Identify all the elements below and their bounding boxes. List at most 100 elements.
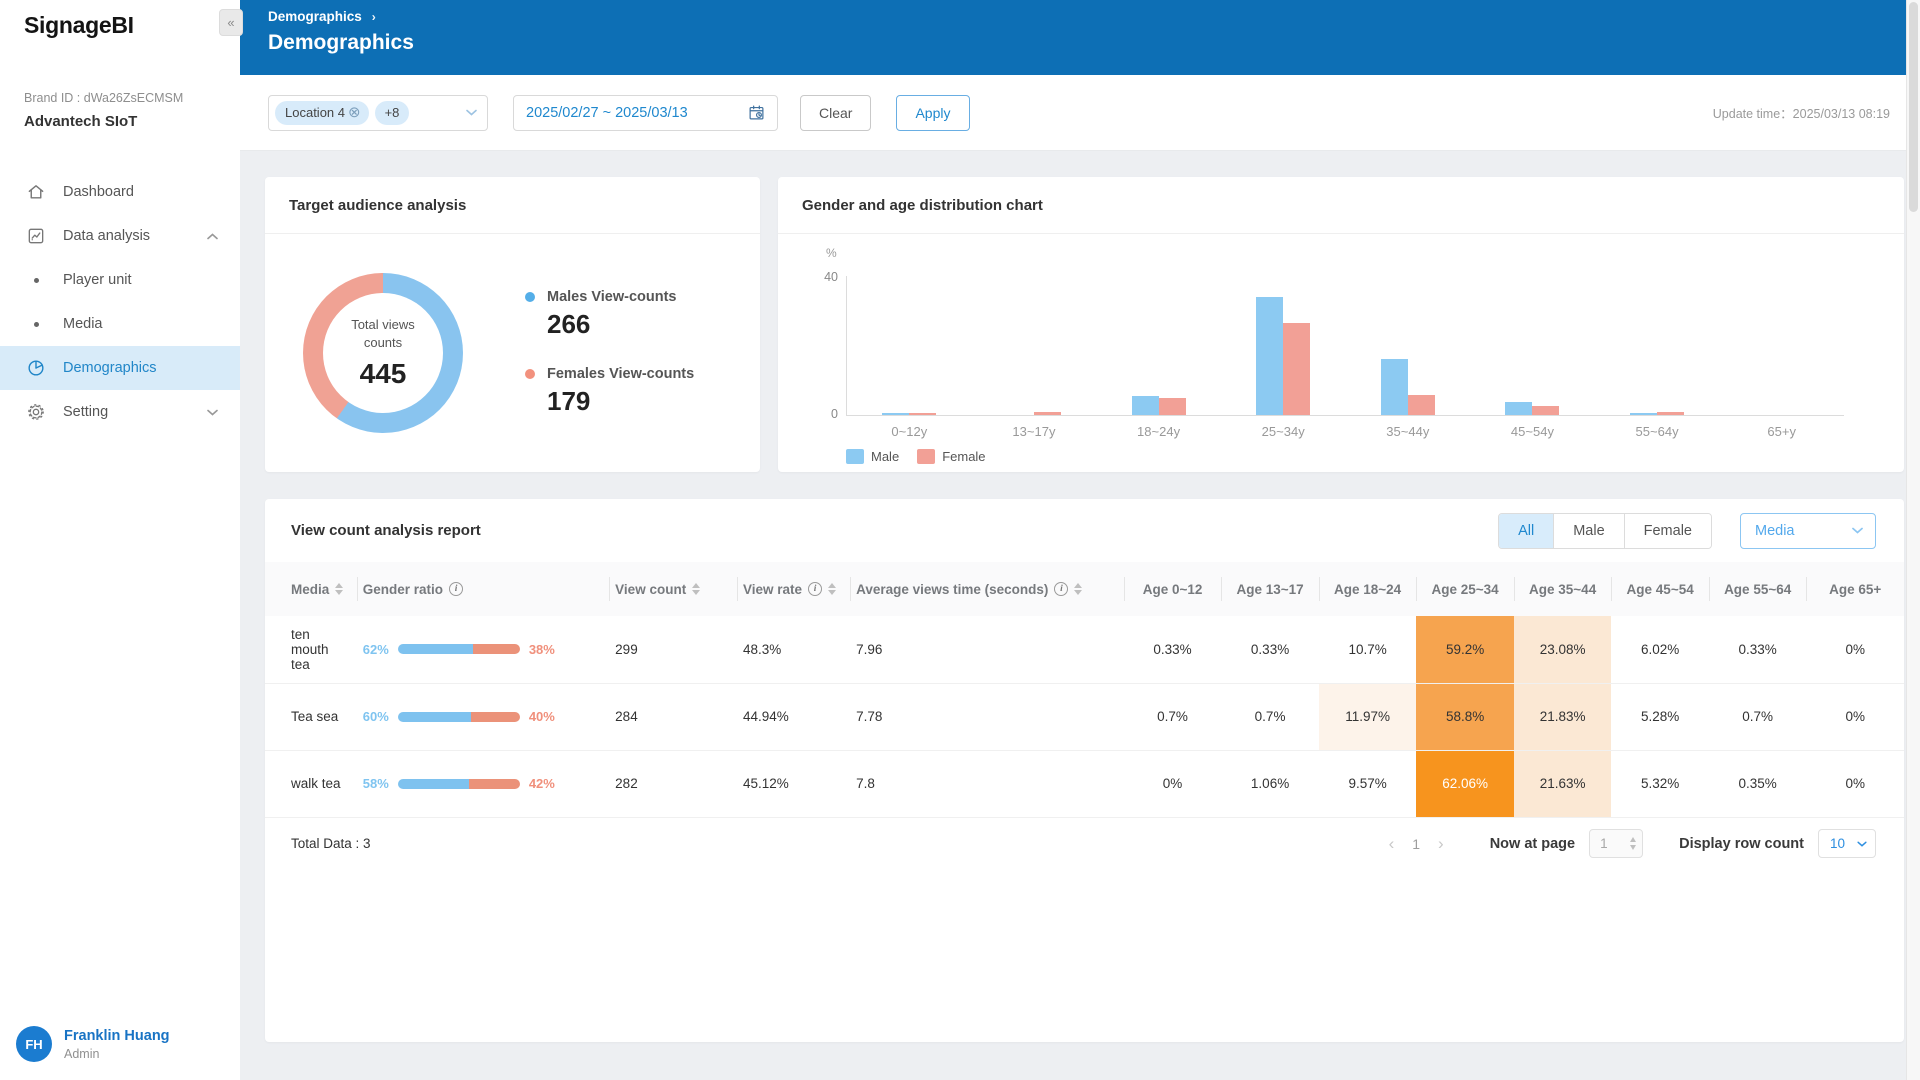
column-header-view-rate[interactable]: View rate i xyxy=(737,562,851,616)
report-table-body: ten mouth tea 62% 38% 299 48.3% 7.96 0.33% 0.33… xyxy=(265,616,1904,817)
update-time: Update time：2025/03/13 08:19 xyxy=(1712,107,1890,121)
bar-group: 35~44y xyxy=(1380,276,1435,439)
clear-button[interactable]: Clear xyxy=(800,94,872,131)
column-header-age-13-17: Age 13~17 xyxy=(1221,562,1319,616)
bar-plot: 0~12y 13~17y 18~24y 25~34y 35~44y 45~54y 55~64… xyxy=(846,276,1844,439)
media-select-value: Media xyxy=(1755,522,1795,539)
date-range-input[interactable]: 2025/02/27 ~ 2025/03/13 xyxy=(513,94,778,131)
next-page-icon[interactable]: › xyxy=(1438,833,1444,853)
gender-filter-female[interactable]: Female xyxy=(1623,513,1711,548)
age-value: 6.02% xyxy=(1640,641,1680,657)
bullet-icon xyxy=(34,321,39,327)
tag-close-icon[interactable]: ⊗ xyxy=(348,104,361,121)
gender-ratio-cell: 58% 42% xyxy=(356,749,610,817)
column-label: Age 45~54 xyxy=(1626,581,1694,597)
age-value: 0% xyxy=(1123,749,1222,817)
gender-ratio-bar xyxy=(397,778,520,789)
brand-name: Advantech SIoT xyxy=(24,113,138,130)
age-value: 0% xyxy=(1845,641,1865,657)
target-audience-card: Target audience analysis Total views cou… xyxy=(265,177,760,472)
brand-id: Brand ID : dWa26ZsECMSM xyxy=(24,91,184,105)
sort-icon[interactable] xyxy=(692,583,701,595)
audience-legend: Males View-counts 266 Females View-count… xyxy=(525,289,694,417)
brand-block: Brand ID : dWa26ZsECMSM Advantech SIoT xyxy=(0,39,240,130)
gender-filter-all[interactable]: All xyxy=(1499,513,1554,548)
stepper-arrows-icon[interactable] xyxy=(1630,837,1637,850)
bar-group: 65+y xyxy=(1755,276,1809,439)
sidebar-item-label: Media xyxy=(63,316,103,332)
report-card: View count analysis report All Male Fema… xyxy=(265,499,1904,1042)
card-title: Gender and age distribution chart xyxy=(802,196,1043,214)
sidebar-item-media[interactable]: Media xyxy=(0,302,240,346)
category-label: 25~34y xyxy=(1261,424,1305,439)
info-icon[interactable]: i xyxy=(449,582,464,596)
donut-center-value: 445 xyxy=(359,357,407,389)
age-value: 0% xyxy=(1806,749,1904,817)
sidebar-item-player-unit[interactable]: Player unit xyxy=(0,258,240,302)
page-stepper[interactable]: 1 xyxy=(1589,829,1644,858)
age-value: 11.97% xyxy=(1318,682,1417,750)
column-header-age-0-12: Age 0~12 xyxy=(1123,562,1222,616)
sidebar-collapse-button[interactable]: « xyxy=(219,9,243,36)
row-count-select[interactable]: 10 xyxy=(1818,829,1876,858)
view-count: 284 xyxy=(609,682,737,750)
column-header-view-count[interactable]: View count xyxy=(609,562,737,616)
breadcrumb-item[interactable]: Demographics xyxy=(268,9,362,24)
chevron-down-icon xyxy=(207,409,218,416)
sort-icon[interactable] xyxy=(335,583,344,595)
page-scrollbar[interactable] xyxy=(1906,0,1920,1080)
avg-views-time: 7.78 xyxy=(850,682,1124,750)
page-number[interactable]: 1 xyxy=(1412,835,1421,852)
column-header-media[interactable]: Media xyxy=(265,562,357,616)
gender-ratio-bar xyxy=(397,644,520,655)
view-count: 299 xyxy=(615,641,638,657)
sidebar-item-dashboard[interactable]: Dashboard xyxy=(0,170,240,214)
location-select[interactable]: Location 4 ⊗ +8 xyxy=(268,94,488,131)
column-header-age-65-: Age 65+ xyxy=(1806,562,1904,616)
sidebar-item-label: Setting xyxy=(63,404,109,420)
info-icon[interactable]: i xyxy=(1054,582,1069,596)
category-label: 35~44y xyxy=(1386,424,1430,439)
legend-label: Males View-counts xyxy=(547,289,677,305)
bar-female-45~54y xyxy=(1532,406,1560,415)
sidebar-item-demographics[interactable]: Demographics xyxy=(0,346,240,390)
sidebar: SignageBI « Brand ID : dWa26ZsECMSM Adva… xyxy=(0,0,243,1080)
avg-views-time: 7.8 xyxy=(850,749,1124,817)
sort-icon[interactable] xyxy=(1074,583,1083,595)
bar-female-55~64y xyxy=(1657,412,1685,415)
legend-item-female: Females View-counts 179 xyxy=(525,366,694,417)
column-label: Age 0~12 xyxy=(1142,581,1203,597)
sidebar-item-data-analysis[interactable]: Data analysis xyxy=(0,214,240,258)
sidebar-item-setting[interactable]: Setting xyxy=(0,390,240,434)
user-name: Franklin Huang xyxy=(64,1027,170,1044)
column-label: Age 35~44 xyxy=(1529,581,1597,597)
legend-label: Females View-counts xyxy=(547,366,695,382)
apply-button[interactable]: Apply xyxy=(896,94,970,131)
sort-icon[interactable] xyxy=(828,583,837,595)
chart-legend-item: Female xyxy=(917,449,986,464)
scrollbar-thumb[interactable] xyxy=(1909,2,1918,212)
column-label: Age 55~64 xyxy=(1724,581,1792,597)
category-label: 45~54y xyxy=(1510,424,1554,439)
female-ratio: 40% xyxy=(528,709,555,724)
info-icon[interactable]: i xyxy=(808,582,823,596)
gender-ratio-cell: 60% 40% xyxy=(356,682,610,750)
media-select[interactable]: Media xyxy=(1740,512,1876,549)
female-ratio-bar xyxy=(473,644,520,655)
user-role: Admin xyxy=(64,1046,100,1061)
age-value: 21.83% xyxy=(1513,682,1612,750)
bar-female-18~24y xyxy=(1158,398,1186,415)
age-value: 62.06% xyxy=(1416,749,1514,817)
age-value: 0.33% xyxy=(1153,641,1192,657)
male-ratio: 62% xyxy=(362,641,389,657)
gender-filter-male[interactable]: Male xyxy=(1553,513,1624,548)
user-block[interactable]: FH Franklin Huang Admin xyxy=(0,1026,240,1080)
donut-chart: Total views counts 445 xyxy=(303,273,463,433)
column-header-average-views-time-seconds-[interactable]: Average views time (seconds) i xyxy=(850,562,1124,616)
male-swatch-icon xyxy=(846,449,864,464)
male-ratio-bar xyxy=(397,644,474,655)
prev-page-icon[interactable]: ‹ xyxy=(1388,833,1395,853)
age-value: 0% xyxy=(1806,682,1904,750)
column-header-gender-ratio[interactable]: Gender ratio i xyxy=(356,562,610,616)
chart-legend-item: Male xyxy=(846,449,899,464)
